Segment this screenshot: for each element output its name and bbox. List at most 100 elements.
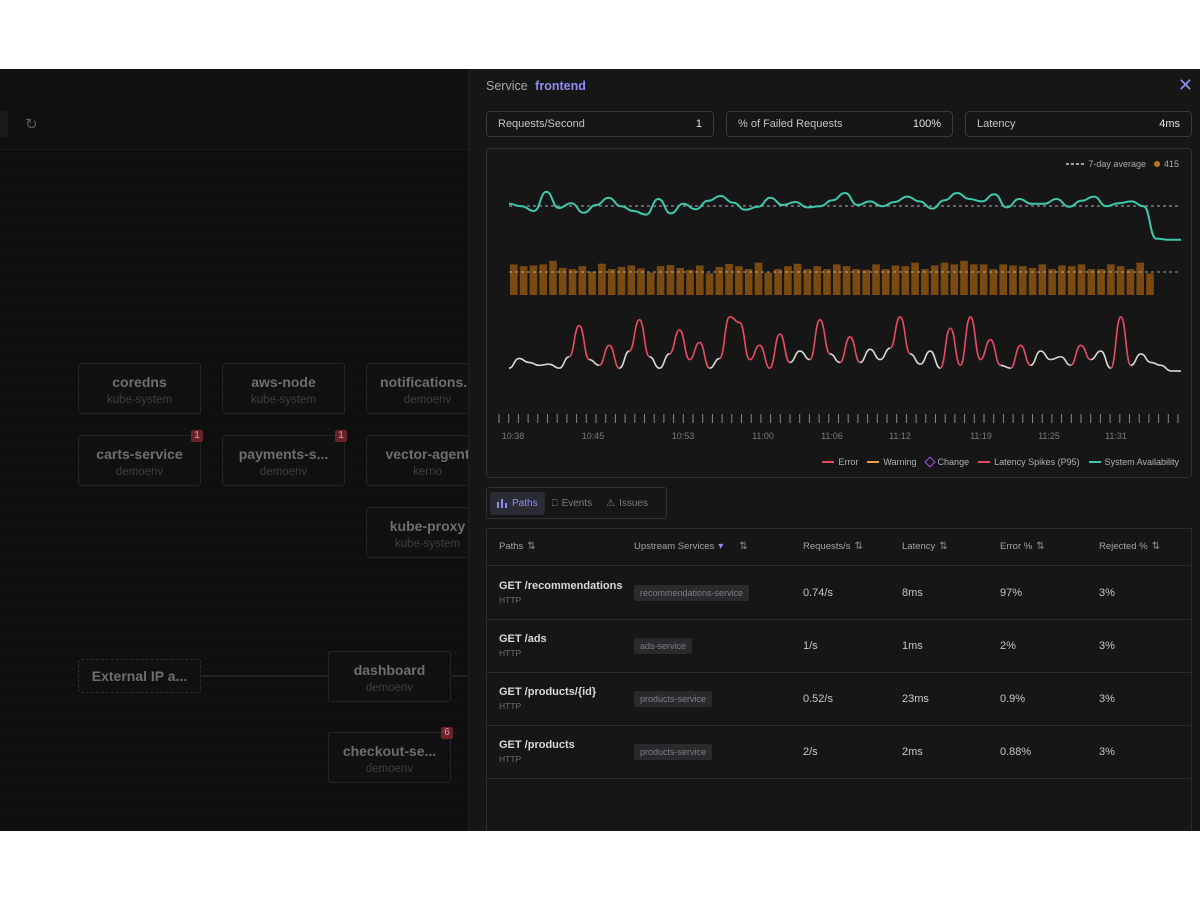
latency-line-segment xyxy=(949,327,962,367)
x-tick-label: 11:12 xyxy=(889,431,911,441)
service-detail-panel: Service frontend ✕ Requests/Second 1 % o… xyxy=(468,69,1200,831)
map-node[interactable]: 1 payments-s... demoenv xyxy=(222,430,347,486)
upstream-chip[interactable]: recommendations-service xyxy=(634,584,750,601)
node-namespace: kube-system xyxy=(394,538,461,550)
issue-count-badge: 1 xyxy=(191,430,203,442)
volume-bar xyxy=(1097,269,1105,295)
upstream-cell: recommendations-service xyxy=(634,566,750,619)
service-name[interactable]: frontend xyxy=(535,79,586,93)
volume-bar xyxy=(558,268,567,295)
issue-count-badge: 6 xyxy=(441,727,453,739)
latency-line-segment xyxy=(1060,355,1071,367)
map-node[interactable]: coredns kube-system xyxy=(78,363,201,414)
latency-line-segment xyxy=(738,321,751,361)
node-name: coredns xyxy=(112,374,167,390)
header-paths[interactable]: Paths ⇅ xyxy=(499,541,536,552)
volume-bar xyxy=(529,265,538,295)
latency-line-segment xyxy=(809,318,821,361)
volume-bar xyxy=(1136,262,1144,295)
diamond-icon xyxy=(923,456,936,468)
sort-icon: ⇅ xyxy=(739,541,748,552)
latency-line-segment xyxy=(568,324,580,358)
volume-bar xyxy=(725,264,733,295)
node-name: dashboard xyxy=(353,662,426,678)
volume-bar xyxy=(1028,268,1037,295)
node-namespace: demoenv xyxy=(365,763,414,775)
latency-line-segment xyxy=(829,353,841,364)
map-search-input[interactable] xyxy=(0,111,8,137)
header-error[interactable]: Error % ⇅ xyxy=(1000,541,1045,552)
legend-warning[interactable]: Warning xyxy=(867,457,917,467)
legend-latency-spikes[interactable]: Latency Spikes (P95) xyxy=(978,457,1080,467)
node-name: carts-service xyxy=(96,446,183,462)
volume-bar xyxy=(842,266,851,295)
table-header: Paths ⇅ Upstream Services ▾ ⇅ Requests/s ⇅ L… xyxy=(487,529,1191,566)
legend-change[interactable]: Change xyxy=(923,456,969,468)
service-map[interactable]: ↻ coredns kube-system aws-node kube-syst… xyxy=(0,69,489,831)
metric-label: % of Failed Requests xyxy=(738,118,843,130)
tab-events[interactable]: ⎕ Events xyxy=(551,497,593,509)
header-requests[interactable]: Requests/s ⇅ xyxy=(803,541,863,552)
latency-line-segment xyxy=(1050,355,1061,361)
refresh-icon[interactable]: ↻ xyxy=(25,116,38,133)
metric-value: 4ms xyxy=(1159,118,1180,130)
header-upstream-services[interactable]: Upstream Services ▾ ⇅ xyxy=(634,541,748,552)
latency-line-segment xyxy=(718,316,731,360)
latency-line-segment xyxy=(789,350,801,364)
volume-bar xyxy=(979,264,988,295)
volume-bar xyxy=(598,263,606,295)
volume-bar xyxy=(607,269,616,295)
map-node[interactable]: dashboard demoenv xyxy=(328,651,451,702)
map-node[interactable]: aws-node kube-system xyxy=(222,363,345,414)
volume-bar xyxy=(696,265,704,295)
latency-line-segment xyxy=(628,318,641,352)
map-node[interactable]: 6 checkout-se... demoenv xyxy=(328,727,453,783)
latency-line-segment xyxy=(1070,344,1082,367)
volume-bar xyxy=(901,266,910,295)
latency-line-segment xyxy=(619,350,630,369)
latency-line-segment xyxy=(768,333,781,369)
table-row[interactable]: GET /products HTTP products-service 2/s 2… xyxy=(487,725,1191,779)
tab-issues[interactable]: ⚠ Issues xyxy=(606,497,649,509)
latency-line-segment xyxy=(779,333,791,364)
requests-cell: 0.52/s xyxy=(803,692,833,705)
volume-bar xyxy=(833,264,841,295)
volume-bar xyxy=(960,260,968,295)
volume-bar xyxy=(1067,266,1076,295)
table-row[interactable]: GET /recommendations HTTP recommendations… xyxy=(487,566,1191,620)
upstream-cell: products-service xyxy=(634,725,713,778)
service-timeline-chart[interactable]: 7-day average 415 10:38 10:45 10:53 11:00 11… xyxy=(486,148,1192,478)
map-node-external[interactable]: External IP a... xyxy=(78,659,201,693)
volume-bar xyxy=(568,269,577,295)
latency-line-segment xyxy=(749,344,761,361)
sort-icon: ⇅ xyxy=(1036,541,1045,552)
header-rejected[interactable]: Rejected % ⇅ xyxy=(1099,541,1160,552)
trophy-icon: ⎕ xyxy=(551,497,558,509)
app-frame: ↻ coredns kube-system aws-node kube-syst… xyxy=(0,69,1200,831)
legend-error[interactable]: Error xyxy=(822,457,858,467)
latency-line-segment xyxy=(689,341,700,361)
header-latency[interactable]: Latency ⇅ xyxy=(902,541,948,552)
upstream-chip[interactable]: products-service xyxy=(634,743,713,760)
volume-bar xyxy=(803,269,812,295)
upstream-chip[interactable]: ads-service xyxy=(634,637,693,654)
map-node[interactable]: 1 carts-service demoenv xyxy=(78,430,203,486)
requests-cell: 2/s xyxy=(803,745,818,758)
latency-line-segment xyxy=(799,350,811,361)
latency-line-segment xyxy=(578,324,591,361)
table-row[interactable]: GET /products/{id} HTTP products-service … xyxy=(487,672,1191,726)
path-cell: GET /recommendations HTTP xyxy=(499,580,623,605)
volume-bar xyxy=(519,266,528,295)
legend-7day-average: 7-day average xyxy=(1066,159,1146,169)
latency-line-segment xyxy=(539,363,550,367)
latency-line-segment xyxy=(849,336,861,364)
latency-line-segment xyxy=(1040,350,1051,361)
metric-failed-requests: % of Failed Requests 100% xyxy=(726,111,953,137)
table-row[interactable]: GET /ads HTTP ads-service 1/s 1ms 2% 3% xyxy=(487,619,1191,673)
x-tick-label: 11:06 xyxy=(821,431,843,441)
tab-paths[interactable]: Paths xyxy=(490,491,545,515)
legend-system-availability[interactable]: System Availability xyxy=(1088,457,1179,467)
upstream-chip[interactable]: products-service xyxy=(634,690,713,707)
close-icon[interactable]: ✕ xyxy=(1177,75,1193,95)
volume-bar xyxy=(1009,265,1017,295)
